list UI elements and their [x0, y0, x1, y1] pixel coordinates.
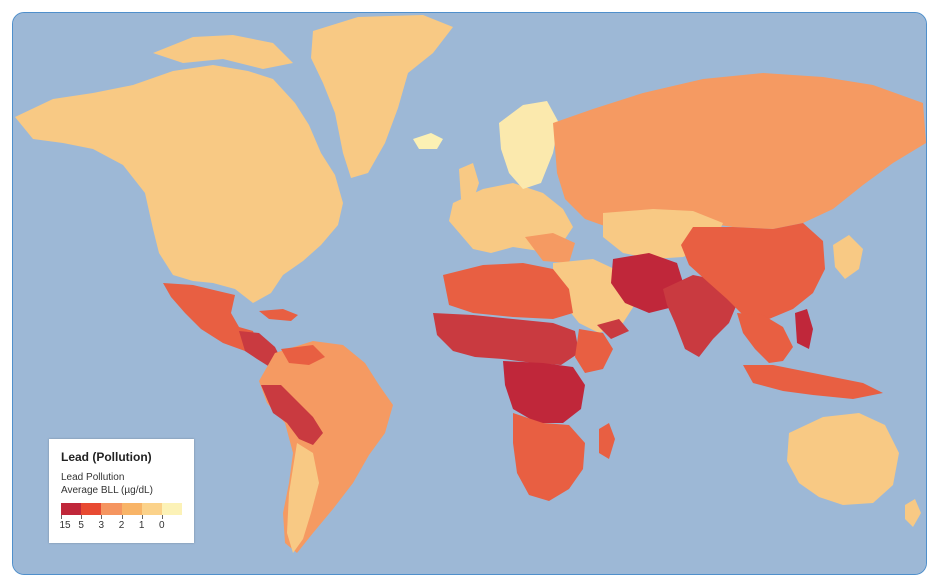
region-arctic-islands [153, 35, 293, 69]
legend-tick [141, 515, 143, 519]
region-philippines [795, 309, 813, 349]
region-southern-africa [513, 413, 585, 501]
legend-swatch [121, 503, 142, 515]
region-australia [787, 413, 899, 505]
legend-tick [81, 515, 83, 519]
region-yemen [597, 319, 629, 339]
region-indonesia [743, 365, 883, 399]
legend-color-scale [61, 503, 183, 515]
region-north-africa [443, 263, 573, 319]
legend-ticks [61, 515, 182, 519]
region-uk [459, 163, 479, 201]
legend-label: 1 [138, 520, 145, 531]
legend: Lead (Pollution) Lead Pollution Average … [49, 439, 194, 543]
legend-swatch [101, 503, 122, 515]
legend-swatch [81, 503, 102, 515]
region-korea-japan [833, 235, 863, 279]
legend-tick [161, 515, 163, 519]
region-north-america [15, 65, 343, 303]
legend-swatch [61, 503, 82, 515]
region-horn-of-africa [575, 329, 613, 373]
region-balkans [525, 233, 575, 263]
legend-tick [61, 515, 62, 519]
legend-swatch [161, 503, 183, 515]
region-iceland [413, 133, 443, 149]
legend-subtitle-1: Lead Pollution [61, 472, 125, 483]
region-russia [553, 73, 926, 229]
legend-label: 15 [59, 520, 71, 531]
region-mexico [163, 283, 258, 351]
region-southeast-asia [737, 313, 793, 363]
legend-labels: 15 5 3 2 1 0 [51, 520, 192, 534]
legend-swatch [141, 503, 162, 515]
region-scandinavia [499, 101, 559, 189]
region-madagascar [599, 423, 615, 459]
region-venezuela [281, 345, 325, 365]
region-india [663, 275, 739, 357]
region-sahel-west-africa [433, 313, 579, 365]
legend-label: 3 [98, 520, 105, 531]
map-frame: Lead (Pollution) Lead Pollution Average … [12, 12, 927, 575]
region-arctic-islands-2 [223, 77, 275, 105]
region-new-zealand [905, 499, 921, 527]
region-china [681, 223, 825, 319]
region-caribbean [259, 309, 298, 321]
legend-title: Lead (Pollution) [61, 450, 152, 464]
region-greenland [311, 15, 453, 178]
region-southern-cone [287, 443, 319, 553]
region-peru-bolivia [261, 385, 323, 445]
legend-label: 5 [78, 520, 84, 531]
region-central-africa [503, 361, 585, 423]
legend-tick [121, 515, 123, 519]
legend-subtitle-2: Average BLL (µg/dL) [61, 485, 153, 496]
legend-tick [101, 515, 103, 519]
legend-label: 0 [159, 520, 165, 531]
legend-label: 2 [118, 520, 125, 531]
